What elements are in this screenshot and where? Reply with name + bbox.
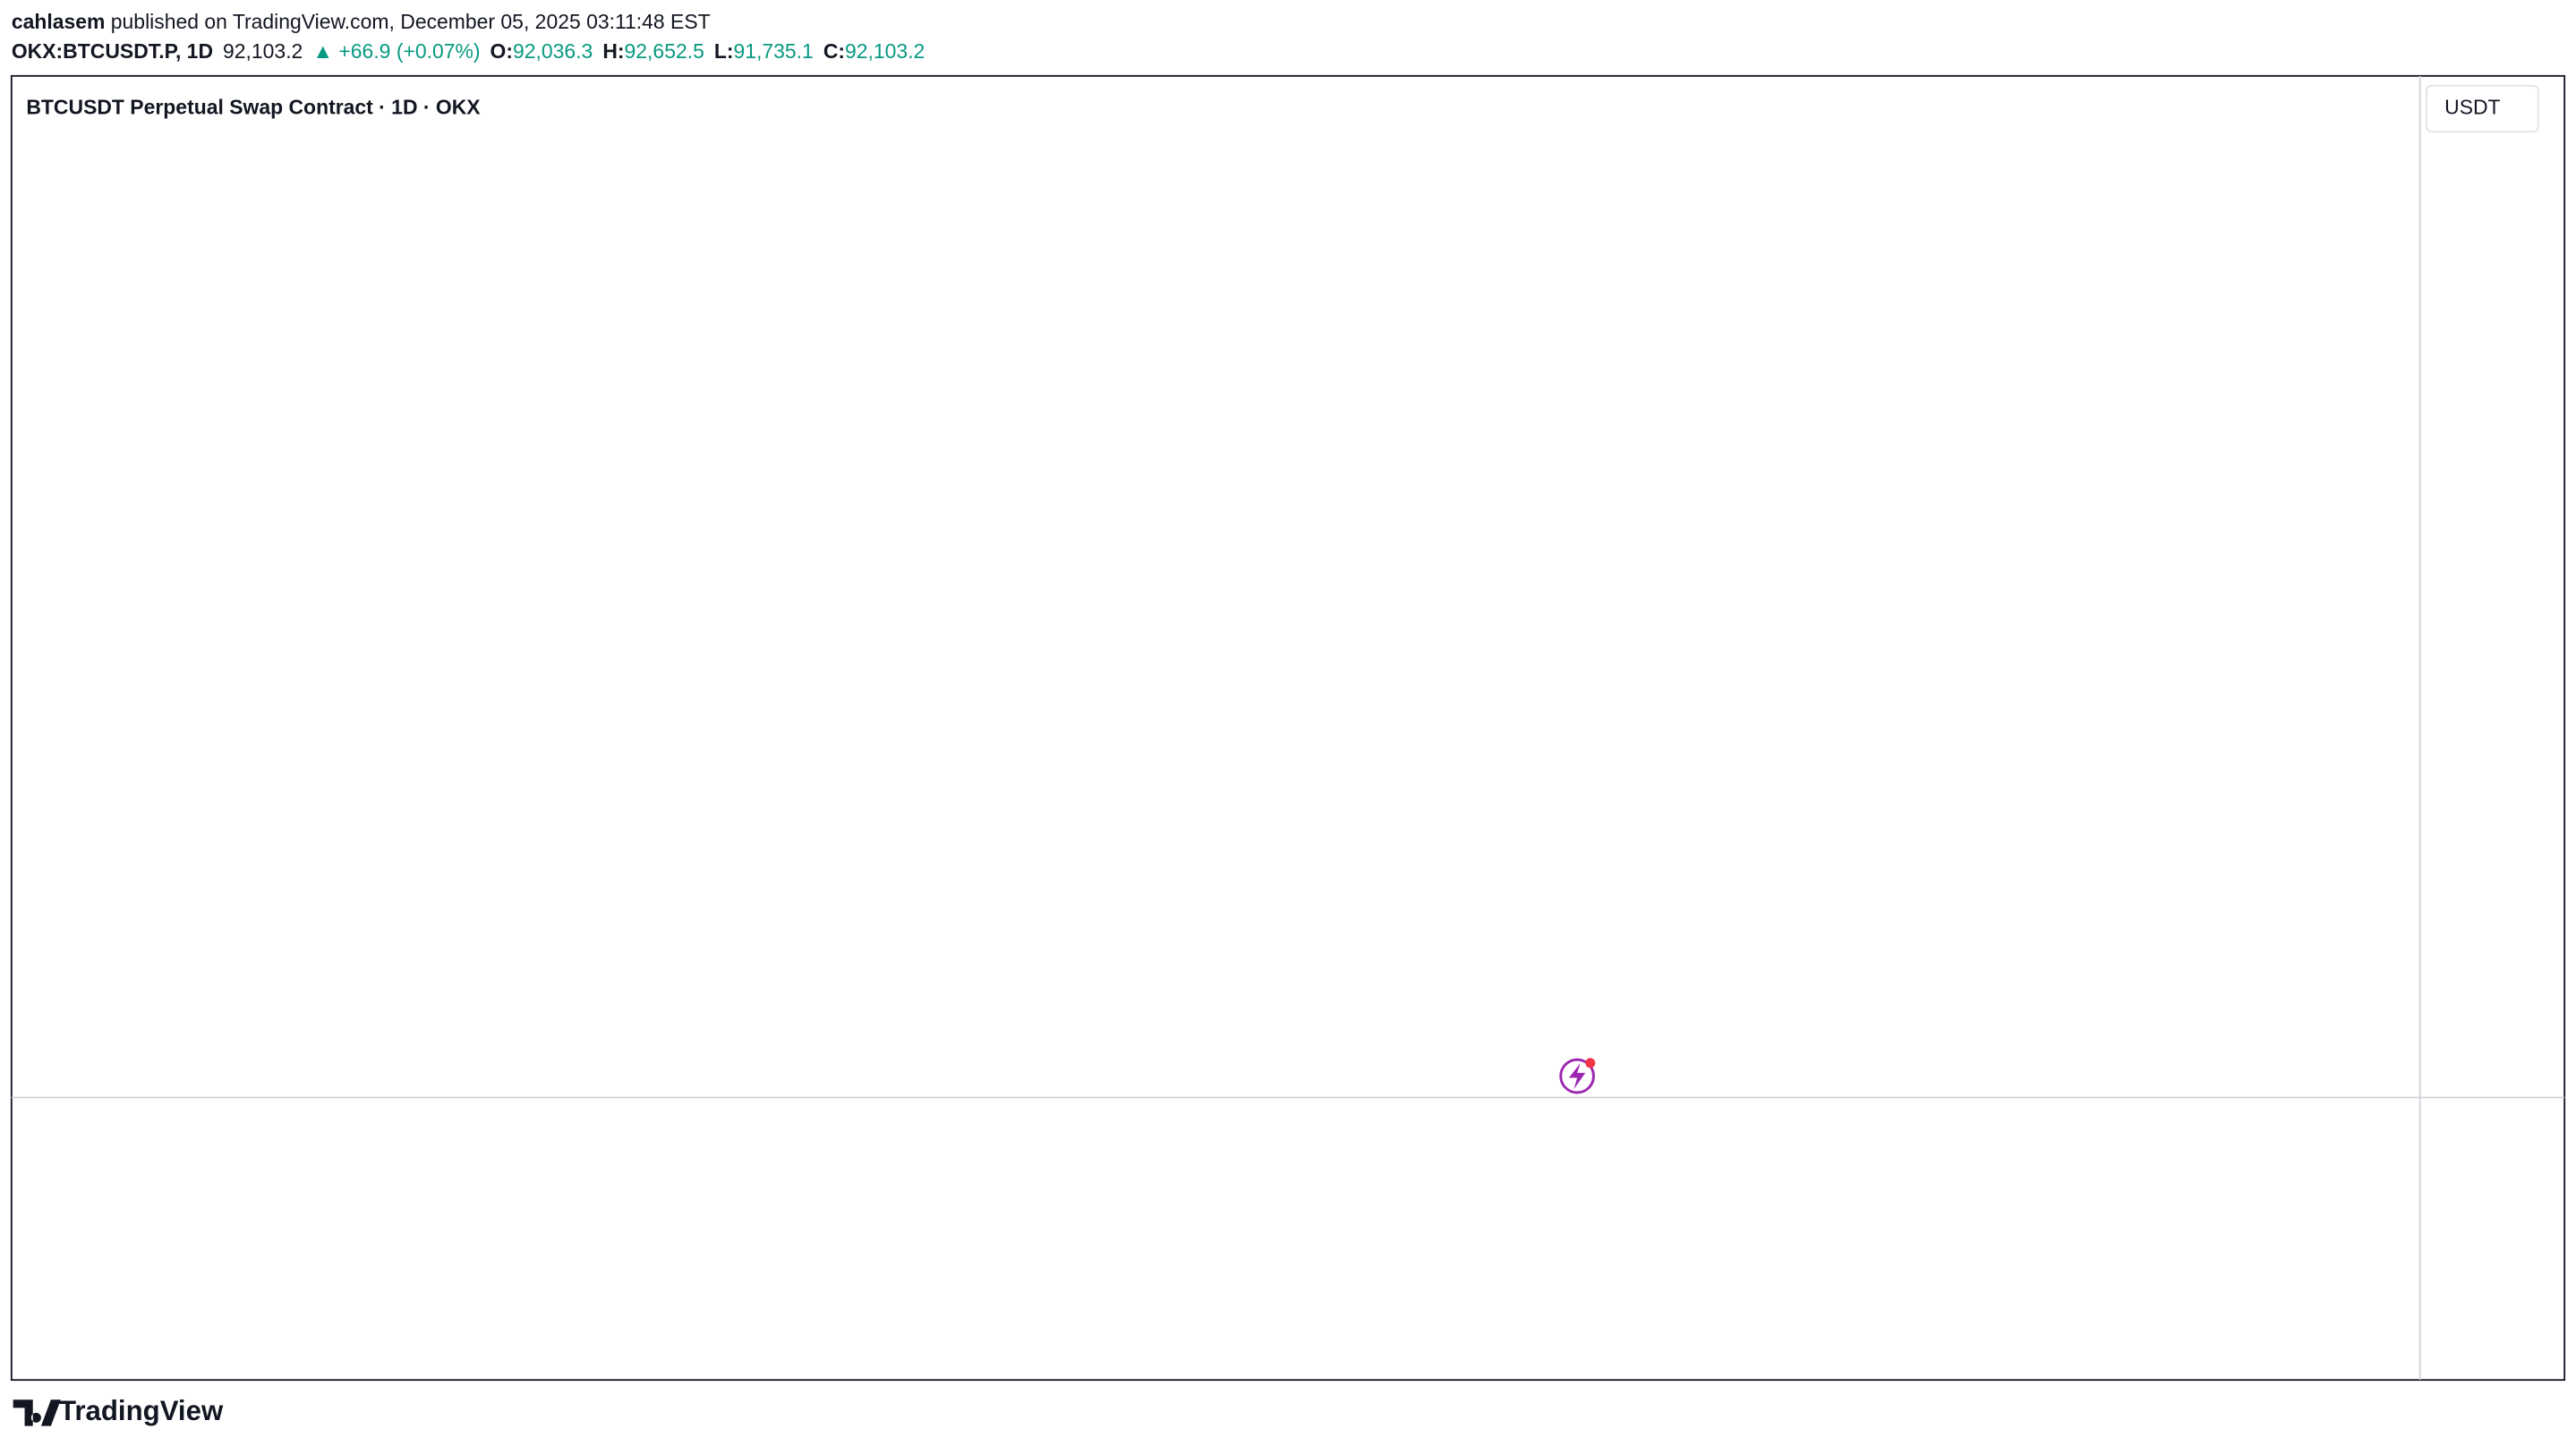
symbol-line: OKX:BTCUSDT.P, 1D 92,103.2 ▲ +66.9 (+0.07%… — [12, 39, 925, 63]
currency-box — [2426, 84, 2539, 133]
brand-logo — [13, 1399, 61, 1426]
c-value: 92,103.2 — [845, 39, 925, 63]
publish-line: cahlasem published on TradingView.com, D… — [12, 10, 711, 33]
h-label: H: — [602, 39, 624, 63]
published: published on TradingView.com, December 0… — [105, 10, 710, 33]
l-label: L: — [714, 39, 734, 63]
o-value: 92,036.3 — [513, 39, 593, 63]
currency: USDT — [2444, 96, 2500, 119]
price: 92,103.2 — [223, 39, 303, 63]
h-value: 92,652.5 — [625, 39, 704, 63]
alert-icon — [1559, 1058, 1596, 1094]
author: cahlasem — [12, 10, 106, 33]
c-label: C: — [823, 39, 845, 63]
symbol: OKX:BTCUSDT.P, 1D — [12, 39, 213, 63]
change: ▲ +66.9 (+0.07%) — [312, 39, 480, 63]
brand: TradingView — [59, 1395, 224, 1426]
l-value: 91,735.1 — [734, 39, 814, 63]
chart-frame — [10, 74, 2566, 1382]
o-label: O: — [490, 39, 513, 63]
chart-title: BTCUSDT Perpetual Swap Contract · 1D · O… — [26, 96, 481, 119]
